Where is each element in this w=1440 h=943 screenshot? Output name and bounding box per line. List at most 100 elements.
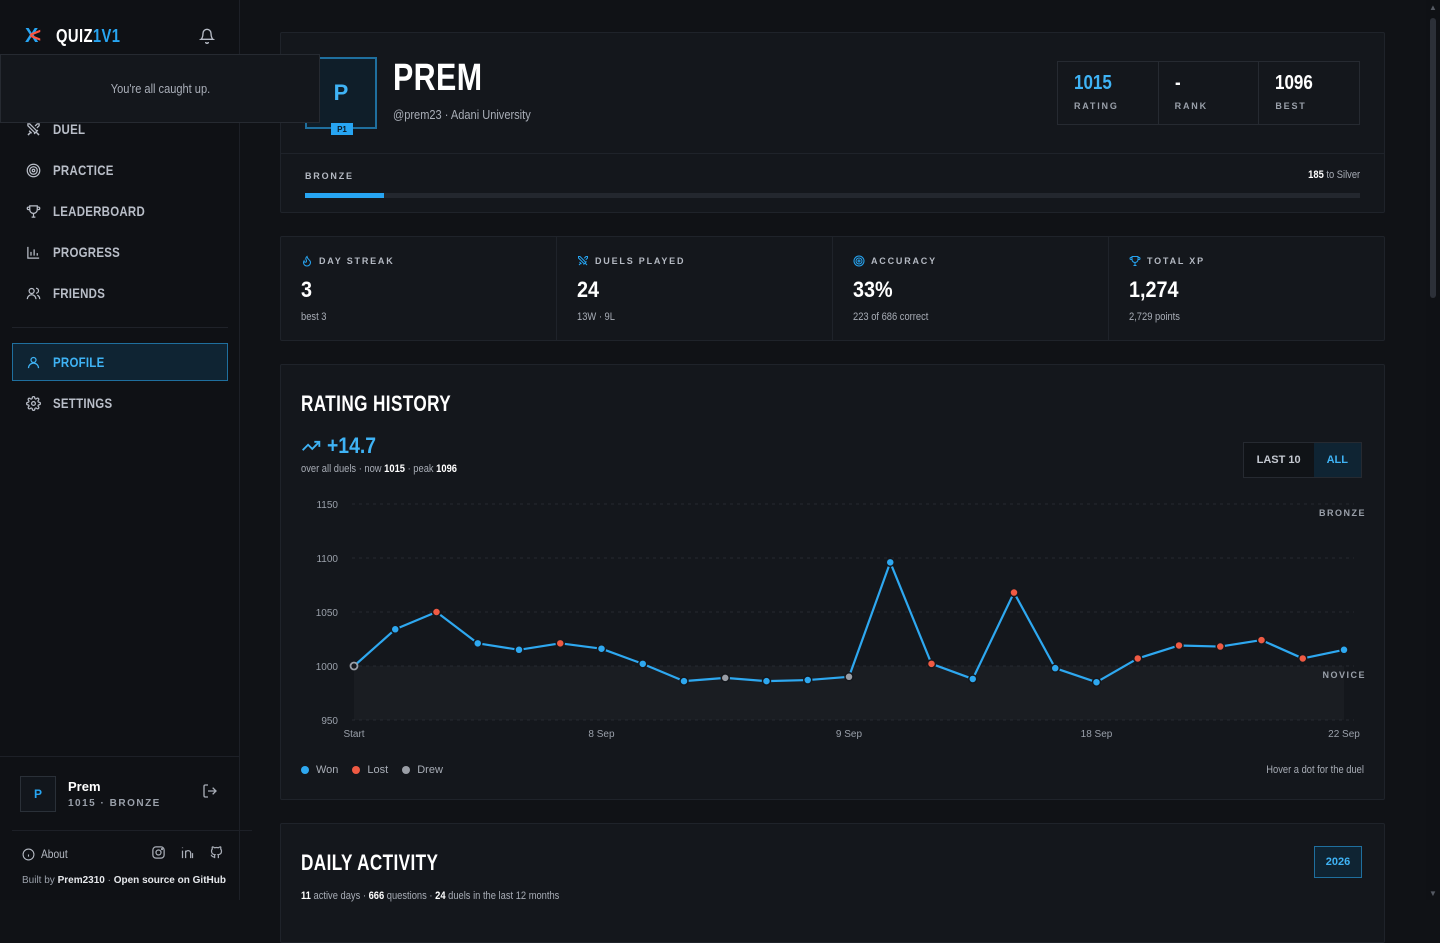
y-tick-label: 1000 (316, 662, 339, 673)
year-selector[interactable]: 2026 (1314, 846, 1362, 878)
rating-line (353, 561, 1345, 684)
scroll-thumb[interactable] (1430, 18, 1436, 298)
data-point-won (1339, 645, 1349, 655)
linkedin-icon[interactable] (180, 845, 195, 860)
toggle-all[interactable]: ALL (1313, 443, 1361, 477)
nav-item-progress[interactable]: PROGRESS (12, 233, 228, 271)
user-name: Prem (68, 778, 101, 794)
main-nav: DUEL PRACTICE LEADERBOARD PROGRESS FRIEN… (12, 110, 228, 425)
nav-item-duel[interactable]: DUEL (12, 110, 228, 148)
brand[interactable]: X < QUIZ1V1 (20, 22, 222, 50)
data-point-won (514, 645, 524, 655)
kpi-label: TOTAL XP (1147, 256, 1205, 266)
target-icon (25, 162, 41, 178)
kpi-label: ACCURACY (871, 256, 937, 266)
social-links (151, 845, 224, 860)
scroll-down-arrow[interactable]: ▼ (1429, 889, 1437, 898)
legend-drew: Drew (402, 764, 443, 776)
nav-label: SETTINGS (53, 395, 113, 411)
sidebar: X < QUIZ1V1 DUEL PRACTICE LEADERBOARD PRO… (0, 0, 320, 900)
swords-icon (25, 121, 41, 137)
main-content: P P1 PREM @prem23 · Adani University 101… (240, 0, 1426, 943)
kpi-duels-played: DUELS PLAYED 24 13W · 9L (557, 237, 833, 340)
kpi-accuracy: ACCURACY 33% 223 of 686 correct (833, 237, 1109, 340)
stat-key: RATING (1074, 101, 1119, 111)
data-point-lost (1133, 653, 1143, 664)
stat-key: RANK (1174, 101, 1208, 111)
flame-icon (301, 255, 313, 267)
stat-value: 1096 (1275, 72, 1314, 94)
nav-item-friends[interactable]: FRIENDS (12, 274, 228, 312)
sidebar-footer: About Built by Prem2310 · Open source on… (12, 830, 252, 900)
data-point-won (638, 659, 648, 669)
divider (281, 153, 1384, 154)
kpi-day-streak: DAY STREAK 3 best 3 (281, 237, 557, 340)
instagram-icon[interactable] (151, 845, 166, 860)
user-icon (25, 354, 41, 370)
notifications-button[interactable] (192, 22, 222, 50)
nav-item-profile[interactable]: PROFILE (12, 343, 228, 381)
kpi-row: DAY STREAK 3 best 3 DUELS PLAYED 24 13W … (280, 236, 1385, 341)
avatar: P (20, 775, 56, 812)
range-toggle: LAST 10 ALL (1242, 442, 1362, 478)
profile-handle: @prem23 · Adani University (393, 107, 531, 122)
notifications-popover: You're all caught up. (0, 54, 320, 123)
trophy-icon (25, 203, 41, 219)
nav-item-settings[interactable]: SETTINGS (12, 384, 228, 422)
data-point-won (679, 676, 689, 686)
nav-label: PROGRESS (53, 244, 121, 260)
gear-icon (25, 395, 41, 411)
kpi-total-xp: TOTAL XP 1,274 2,729 points (1109, 237, 1384, 340)
rating-delta: +14.7 (301, 433, 383, 459)
data-point-won (596, 643, 607, 654)
about-link[interactable]: About (22, 847, 72, 861)
kpi-value: 3 (301, 277, 313, 302)
github-icon[interactable] (209, 845, 224, 860)
user-rating-tier: 1015 · BRONZE (68, 797, 161, 809)
logout-button[interactable] (202, 783, 218, 804)
kpi-sub: 13W · 9L (577, 311, 615, 323)
kpi-value: 24 (577, 277, 600, 302)
kpi-value: 33% (853, 277, 893, 302)
trending-up-icon (302, 440, 321, 451)
profile-stats: 1015 RATING - RANK 1096 BEST (1057, 61, 1360, 125)
user-meta: Prem 1015 · BRONZE (68, 779, 161, 809)
avatar-badge: P1 (331, 123, 353, 135)
rating-summary: over all duels · now 1015 · peak 1096 (301, 463, 457, 475)
brand-name: QUIZ1V1 (56, 25, 121, 46)
band-label-bronze: BRONZE (1319, 508, 1366, 518)
github-link[interactable]: Open source on GitHub (113, 875, 226, 886)
data-point-lost (555, 638, 565, 649)
scroll-up-arrow[interactable]: ▲ (1429, 3, 1437, 12)
nav-item-practice[interactable]: PRACTICE (12, 151, 228, 189)
chart-legend: Won Lost Drew (301, 764, 443, 776)
data-point-won (761, 676, 772, 686)
data-point-lost (1215, 641, 1225, 652)
logout-icon (203, 784, 217, 798)
legend-lost: Lost (352, 764, 388, 776)
y-tick-label: 1100 (316, 554, 338, 565)
author-link[interactable]: Prem2310 (57, 875, 105, 886)
x-tick-label: 22 Sep (1328, 729, 1360, 740)
data-point-won (803, 675, 813, 685)
data-point-lost (926, 659, 937, 669)
data-point-won (885, 557, 895, 568)
x-tick-label: 9 Sep (836, 729, 863, 740)
stat-rank: - RANK (1159, 62, 1260, 124)
data-point-lost (431, 607, 442, 617)
data-point-won (473, 638, 483, 649)
about-label: About (41, 847, 68, 861)
data-point-lost (1256, 635, 1267, 645)
x-tick-label: Start (343, 729, 364, 740)
rating-history-card: RATING HISTORY +14.7 over all duels · no… (280, 364, 1385, 800)
user-card: P Prem 1015 · BRONZE (0, 756, 240, 830)
kpi-sub: 223 of 686 correct (853, 311, 929, 323)
nav-item-leaderboard[interactable]: LEADERBOARD (12, 192, 228, 230)
info-icon (22, 848, 35, 860)
x-tick-label: 8 Sep (588, 729, 615, 740)
page-scrollbar[interactable]: ▲ ▼ (1426, 0, 1440, 900)
stat-value: - (1174, 72, 1181, 94)
tier-progress-fill (305, 193, 385, 198)
kpi-sub: best 3 (301, 311, 327, 323)
toggle-last-10[interactable]: LAST 10 (1256, 454, 1301, 466)
